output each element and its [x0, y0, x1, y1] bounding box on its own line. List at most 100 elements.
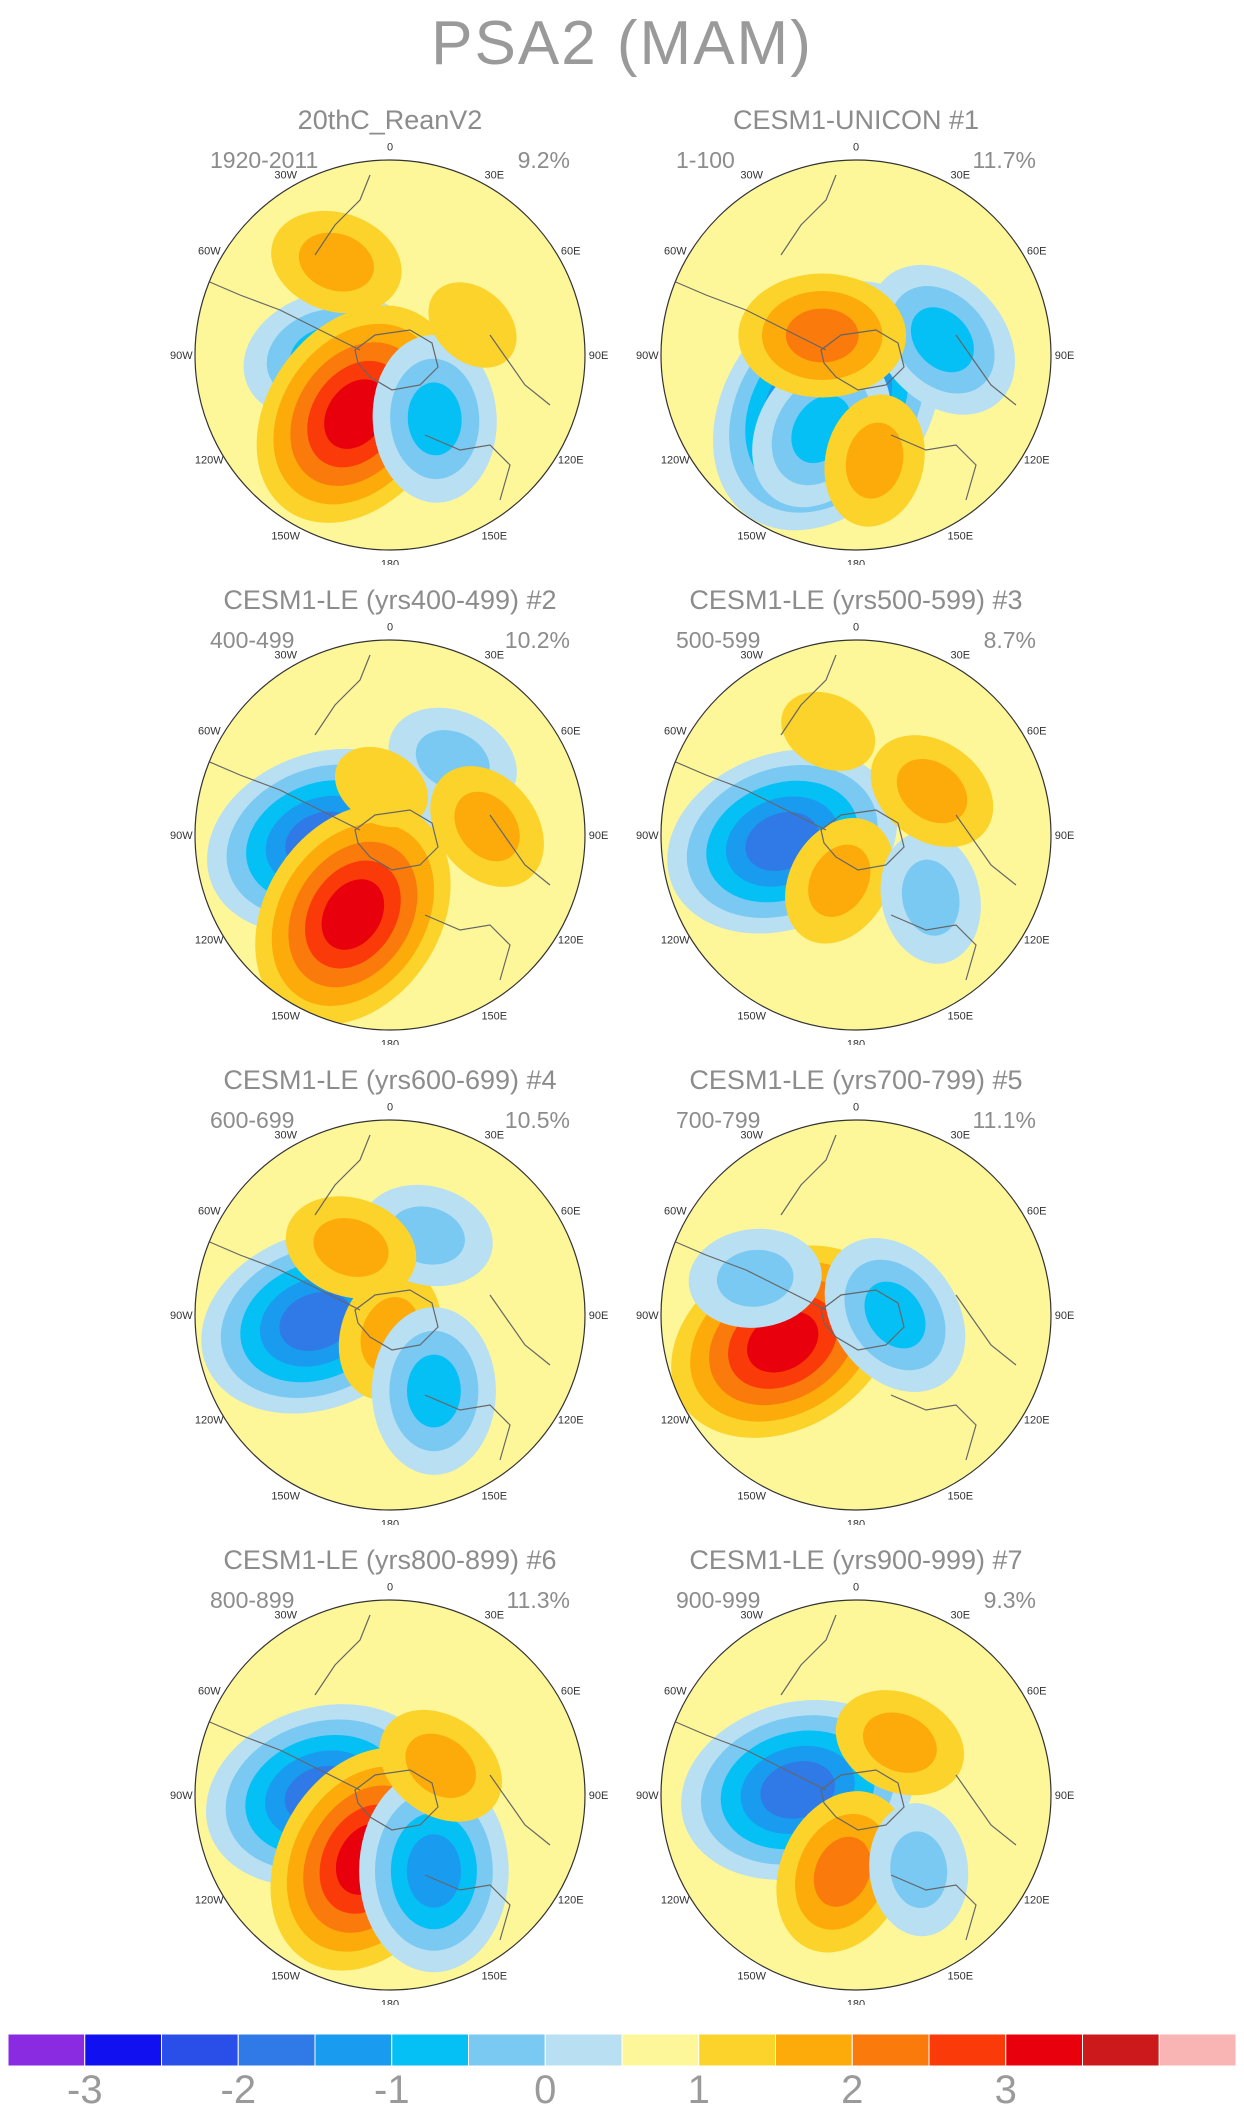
longitude-label: 150W [271, 1011, 300, 1023]
longitude-label: 120W [195, 1894, 224, 1906]
colorbar-tick-label: -3 [67, 2068, 103, 2112]
longitude-label: 180 [847, 559, 865, 565]
longitude-label: 120W [661, 934, 690, 946]
longitude-label: 30W [274, 1129, 297, 1141]
contour-band [428, 282, 517, 368]
longitude-label: 120W [661, 1894, 690, 1906]
anomaly-center [359, 1769, 509, 1973]
panel-title: CESM1-LE (yrs700-799) #5 [689, 1065, 1023, 1095]
longitude-label: 150E [947, 531, 973, 543]
coastline [314, 1614, 371, 1696]
colorbar-swatch [621, 2034, 700, 2066]
colorbar-tick-label: -1 [374, 2068, 410, 2112]
longitude-label: 120E [1024, 1414, 1050, 1426]
colorbar-swatch [84, 2034, 162, 2066]
longitude-label: 60E [1027, 1206, 1047, 1218]
anomaly-center [738, 273, 907, 398]
contour-band [808, 844, 871, 917]
panel-period: 400-499 [210, 627, 295, 653]
antarctica-coastline [820, 1289, 905, 1351]
contour-band [405, 1733, 476, 1798]
panel-period: 900-999 [676, 1587, 761, 1613]
longitude-label: 180 [381, 1039, 399, 1045]
coastline [780, 174, 837, 256]
longitude-label: 90W [636, 350, 659, 362]
coastline [780, 654, 837, 736]
longitude-label: 90E [1055, 1790, 1075, 1802]
longitude-label: 90E [589, 1310, 609, 1322]
longitude-label: 60E [561, 246, 581, 258]
longitude-label: 120W [195, 454, 224, 466]
longitude-label: 60E [561, 1206, 581, 1218]
colorbar-swatch [8, 2034, 86, 2066]
map-panel: CESM1-LE (yrs600-699) #4 600-699 10.5% 0… [170, 1065, 610, 1525]
longitude-label: 150E [481, 1491, 507, 1503]
contour-band [864, 1281, 926, 1349]
coastline [955, 814, 1017, 886]
map-border [660, 1119, 1052, 1511]
polar-map: 0 30E 60E 90E 120E 150E 180 150W 120W 90W 60W 30W [636, 141, 1074, 565]
longitude-label: 0 [387, 141, 393, 153]
south-america-coastline [670, 759, 827, 831]
map-panel: CESM1-UNICON #1 1-100 11.7% 0 30E 60E 90E 12… [636, 105, 1076, 565]
map-panel: CESM1-LE (yrs700-799) #5 700-799 11.1% 0… [636, 1065, 1076, 1525]
contour-band [781, 691, 876, 771]
colorbar-swatch [928, 2034, 1007, 2066]
longitude-label: 0 [853, 141, 859, 153]
south-america-coastline [670, 1239, 827, 1311]
map-panel: 20thC_ReanV2 1920-2011 9.2% 0 30E 60E 90E 12… [170, 105, 610, 565]
anomaly-center [824, 1237, 966, 1393]
australia-coastline [424, 434, 511, 501]
contour-band [407, 382, 462, 456]
contour-band [321, 879, 385, 950]
longitude-label: 180 [381, 1999, 399, 2005]
longitude-label: 60E [1027, 726, 1047, 738]
antarctica-coastline [354, 809, 439, 871]
longitude-label: 120E [558, 1414, 584, 1426]
contour-band [845, 422, 904, 499]
colorbar-tick-label: -2 [220, 2068, 257, 2112]
polar-map: 0 30E 60E 90E 120E 150E 180 150W 120W 90W 60W 30W [170, 141, 608, 565]
colorbar-swatch [391, 2034, 469, 2066]
longitude-label: 60E [1027, 246, 1047, 258]
longitude-label: 150W [737, 531, 766, 543]
anomaly-center [869, 264, 1016, 415]
anomaly-center [371, 1307, 496, 1475]
south-america-coastline [670, 279, 827, 351]
anomaly-center [285, 1196, 417, 1299]
longitude-label: 60W [198, 726, 221, 738]
south-america-coastline [204, 1719, 361, 1791]
map-border [194, 1599, 586, 1991]
anomaly-center [785, 817, 894, 944]
map-panel: CESM1-LE (yrs500-599) #3 500-599 8.7% 0 3… [636, 585, 1076, 1045]
panel-period: 600-699 [210, 1107, 295, 1133]
longitude-label: 30E [951, 1129, 971, 1141]
longitude-label: 30E [951, 1609, 971, 1621]
map-border [194, 159, 586, 551]
longitude-label: 150E [947, 1971, 973, 1983]
coastline [780, 1134, 837, 1216]
panel-variance: 10.5% [504, 1107, 570, 1133]
anomaly-center [372, 335, 497, 503]
south-america-coastline [670, 1719, 827, 1791]
longitude-label: 30E [951, 169, 971, 181]
longitude-label: 90W [636, 1310, 659, 1322]
longitude-label: 0 [853, 621, 859, 633]
longitude-label: 120W [661, 454, 690, 466]
longitude-label: 90W [636, 830, 659, 842]
longitude-label: 180 [847, 1039, 865, 1045]
longitude-label: 150W [271, 1491, 300, 1503]
colorbar-swatch [1082, 2034, 1160, 2066]
anomaly-center [776, 1791, 909, 1953]
longitude-label: 60E [561, 1686, 581, 1698]
longitude-label: 120W [195, 934, 224, 946]
panel-title: CESM1-LE (yrs500-599) #3 [689, 585, 1023, 615]
contour-band [760, 1761, 836, 1819]
contour-band [298, 232, 374, 292]
longitude-label: 120E [1024, 934, 1050, 946]
colorbar-tick-label: 0 [534, 2068, 557, 2112]
colorbar-swatch [161, 2034, 239, 2066]
anomaly-center [880, 831, 981, 964]
antarctica-coastline [354, 1289, 439, 1351]
colorbar-swatch [1158, 2034, 1236, 2066]
